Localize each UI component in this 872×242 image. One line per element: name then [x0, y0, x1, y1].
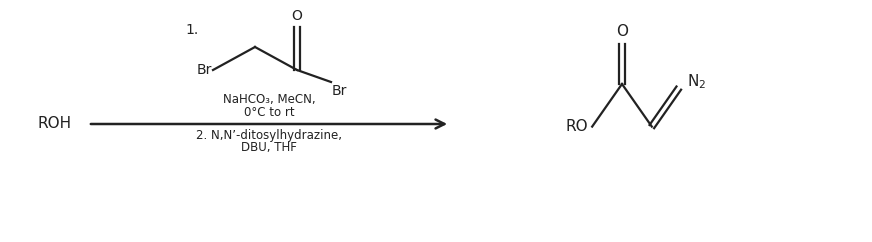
- Text: ROH: ROH: [38, 116, 72, 131]
- Text: RO: RO: [566, 119, 589, 134]
- Text: O: O: [291, 9, 303, 23]
- Text: 0°C to rt: 0°C to rt: [243, 106, 295, 120]
- Text: DBU, THF: DBU, THF: [241, 142, 297, 154]
- Text: 2. N,N’-ditosylhydrazine,: 2. N,N’-ditosylhydrazine,: [196, 129, 342, 142]
- Text: NaHCO₃, MeCN,: NaHCO₃, MeCN,: [222, 93, 316, 106]
- Text: Br: Br: [332, 84, 347, 98]
- Text: Br: Br: [196, 63, 212, 77]
- Text: $\mathregular{N_2}$: $\mathregular{N_2}$: [686, 73, 706, 91]
- Text: 1.: 1.: [185, 23, 198, 37]
- Text: O: O: [616, 24, 628, 39]
